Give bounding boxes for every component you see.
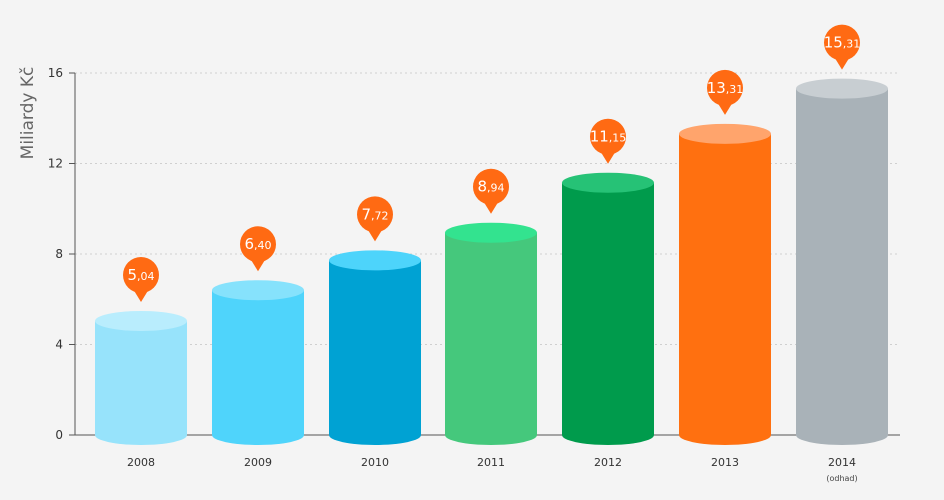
pin-circle [357, 196, 393, 233]
bar-body [679, 133, 771, 445]
bar-top [445, 222, 537, 243]
value-dec: ,40 [254, 239, 272, 252]
value-label-text: 13,31 [707, 79, 744, 97]
pin-circle [240, 226, 276, 263]
value-label-2014: 15,31 [824, 24, 861, 70]
x-tick-label: 2009 [244, 456, 272, 469]
bar-body [445, 232, 537, 445]
bar-body [796, 88, 888, 445]
value-int: 11 [590, 128, 609, 146]
bar-2012 [562, 172, 654, 445]
bar-top [796, 78, 888, 99]
x-tick-label: 2013 [711, 456, 739, 469]
bar-body [212, 290, 304, 445]
bar-body [95, 320, 187, 445]
pin-circle [123, 256, 159, 293]
x-tick-label: 2010 [361, 456, 389, 469]
bar-2014 [796, 78, 888, 445]
value-label-text: 11,15 [590, 128, 627, 146]
pin-circle [590, 118, 626, 155]
value-int: 13 [707, 79, 726, 97]
value-label-text: 8,94 [477, 178, 504, 196]
bar-top [212, 280, 304, 301]
value-label-2011: 8,94 [473, 168, 509, 214]
pin-circle [824, 24, 860, 61]
y-tick-label: 16 [48, 66, 63, 80]
value-label-text: 5,04 [127, 266, 154, 284]
value-dec: ,15 [609, 132, 627, 145]
value-label-text: 6,40 [244, 235, 271, 253]
pin-circle [473, 168, 509, 205]
value-label-2013: 13,31 [707, 69, 744, 115]
value-dec: ,94 [487, 182, 505, 195]
value-int: 8 [477, 178, 487, 196]
bar-2008 [95, 310, 187, 445]
value-dec: ,31 [726, 83, 744, 96]
y-axis-label: Miliardy Kč [18, 67, 38, 160]
value-dec: ,72 [371, 209, 389, 222]
bar-top [679, 123, 771, 144]
value-label-text: 7,72 [361, 205, 388, 223]
x-tick-note: (odhad) [826, 474, 857, 483]
bar-body [562, 182, 654, 445]
value-int: 7 [361, 205, 371, 223]
y-tick-label: 0 [55, 428, 63, 442]
value-dec: ,04 [137, 270, 155, 283]
pin-circle [707, 69, 743, 106]
bar-2011 [445, 222, 537, 445]
x-tick-label: 2008 [127, 456, 155, 469]
value-int: 5 [127, 266, 137, 284]
y-tick-label: 8 [55, 247, 63, 261]
y-tick-label: 12 [48, 157, 63, 171]
bar-2009 [212, 280, 304, 445]
bar-body [329, 260, 421, 445]
bars [95, 78, 888, 445]
value-int: 6 [244, 235, 254, 253]
value-label-2008: 5,04 [123, 256, 159, 302]
x-tick-label: 2011 [477, 456, 505, 469]
x-tick-label: 2014 [828, 456, 856, 469]
y-tick-label: 4 [55, 338, 63, 352]
bar-top [95, 310, 187, 331]
value-label-2012: 11,15 [590, 118, 627, 164]
bar-2010 [329, 250, 421, 445]
x-tick-label: 2012 [594, 456, 622, 469]
bar-top [562, 172, 654, 193]
bar-2013 [679, 123, 771, 445]
x-axis-labels: 2008 2009 2010 2011 2012 2013 2014 (odhad) [127, 456, 858, 483]
bar-top [329, 250, 421, 271]
value-label-text: 15,31 [824, 34, 861, 52]
value-label-2009: 6,40 [240, 226, 276, 272]
value-label-2010: 7,72 [357, 196, 393, 242]
value-int: 15 [824, 34, 843, 52]
value-dec: ,31 [843, 38, 861, 51]
